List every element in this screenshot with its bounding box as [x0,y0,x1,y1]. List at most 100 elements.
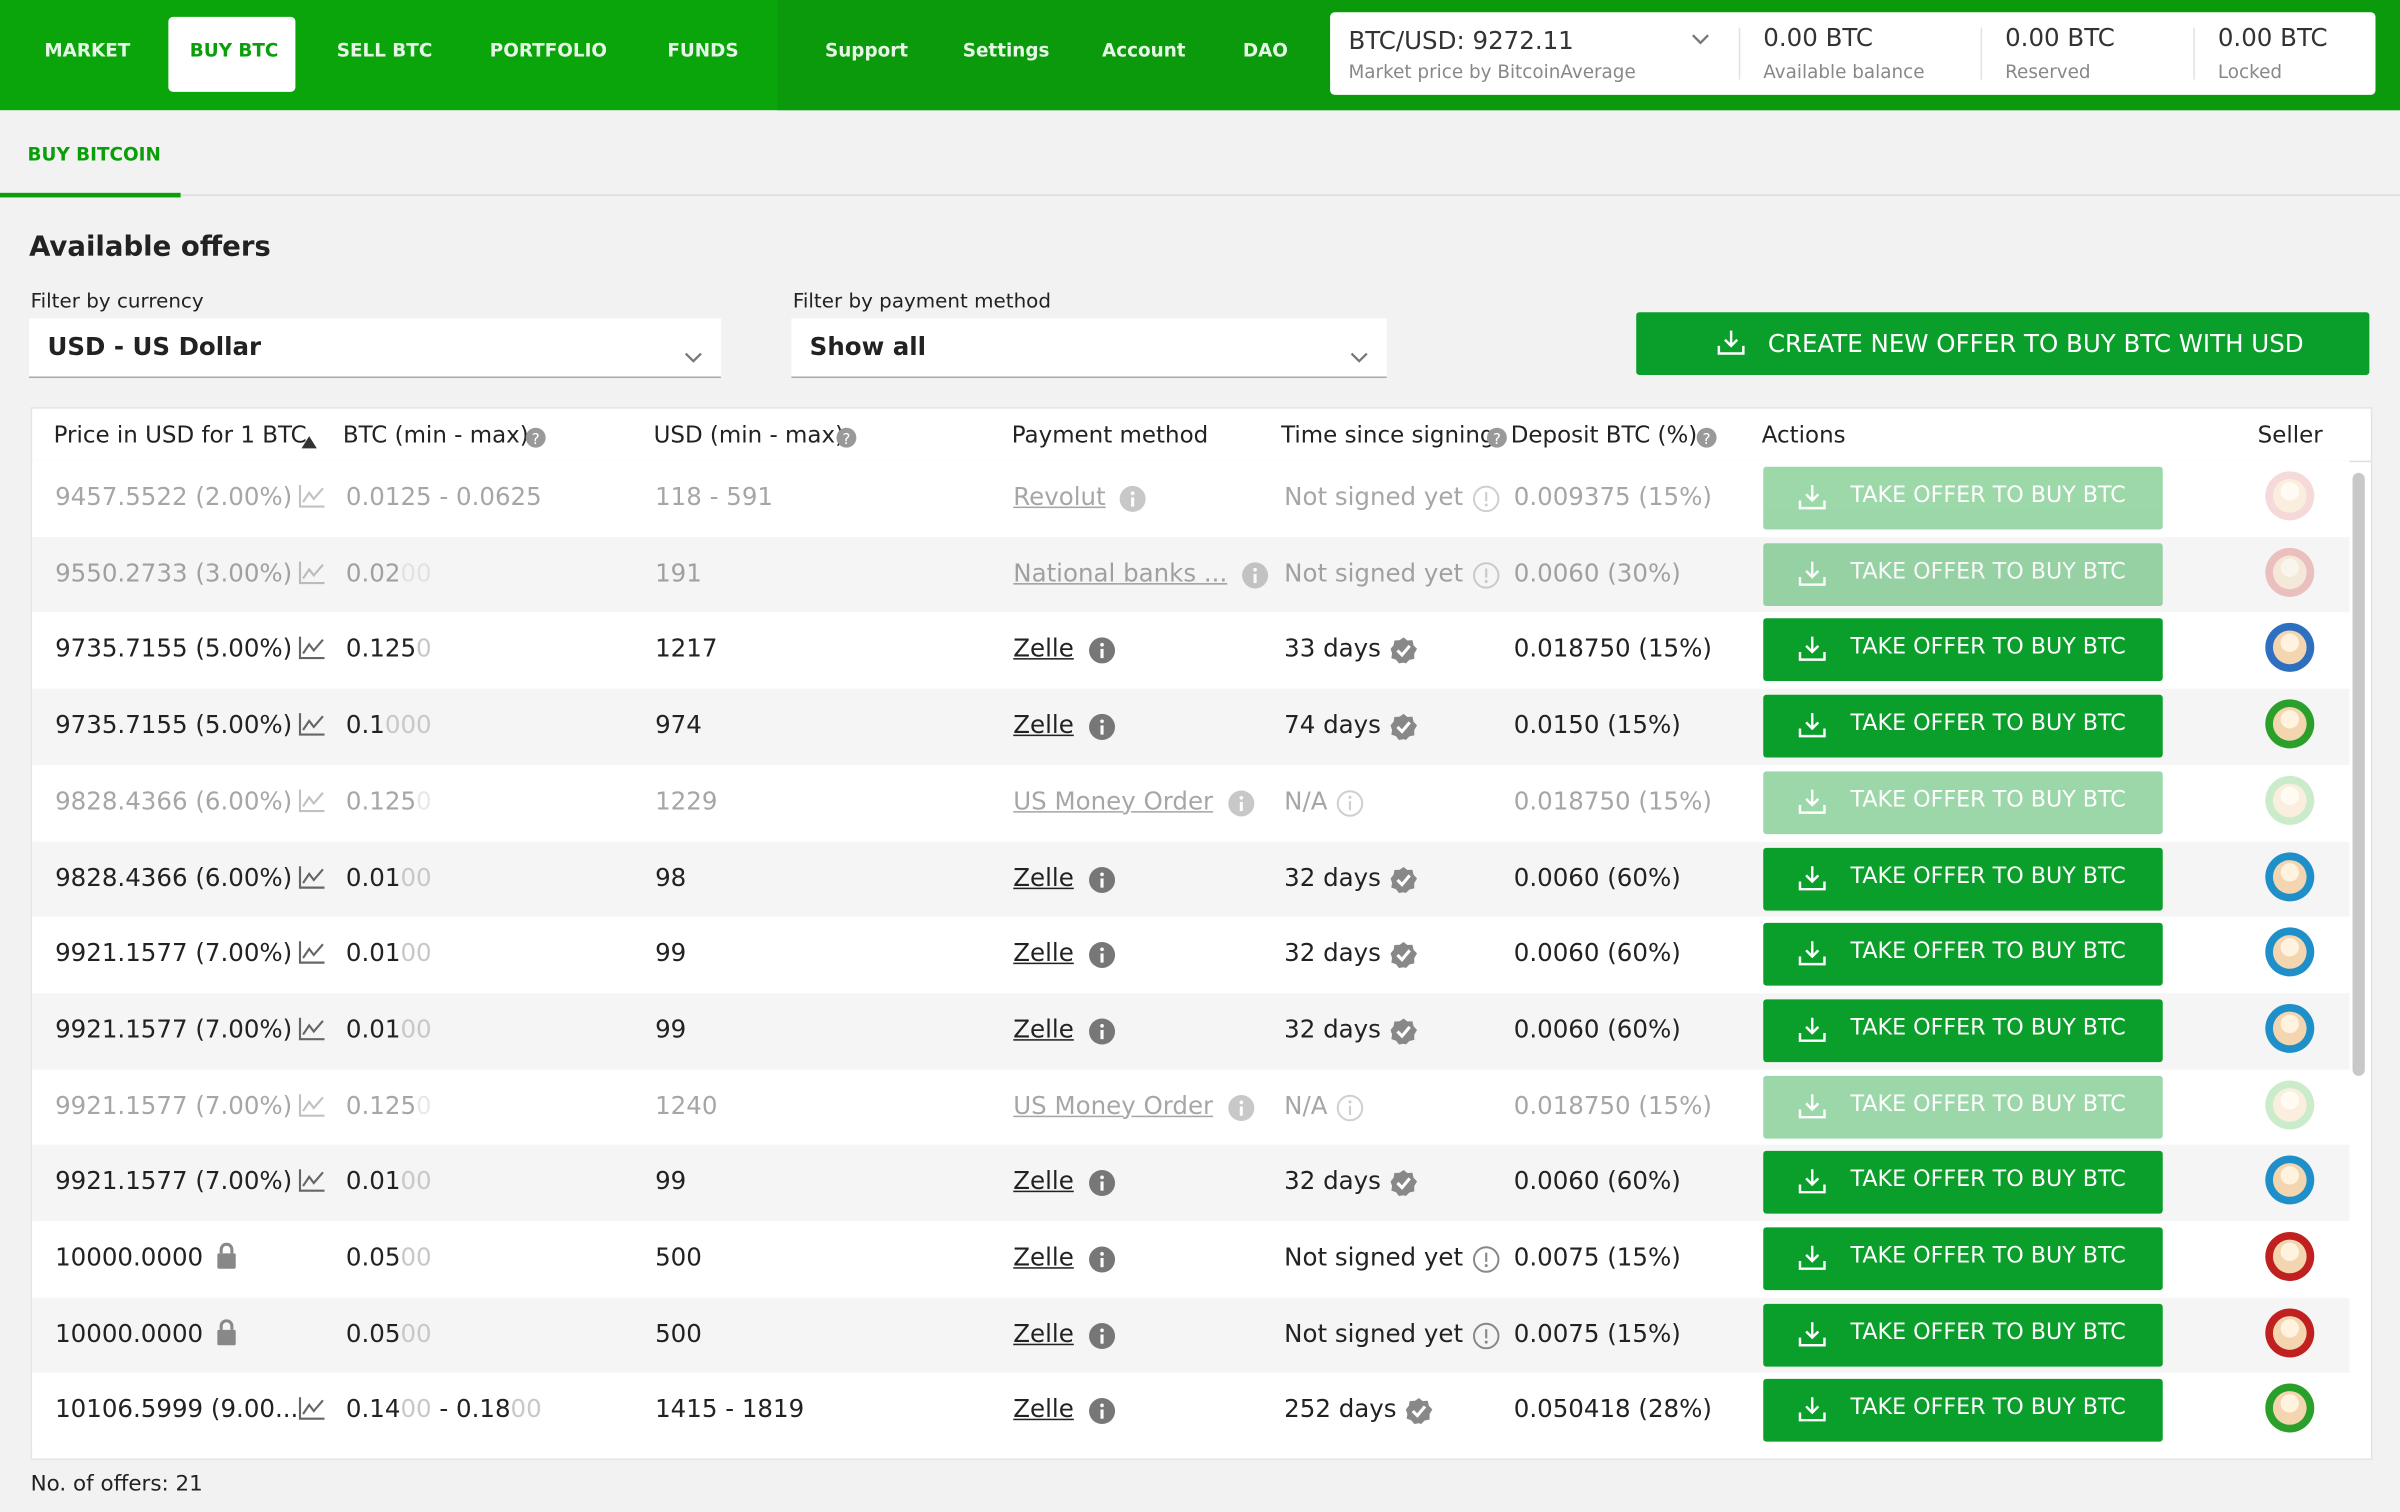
btc-digits: 0.14 [345,1394,401,1424]
take-offer-button[interactable]: TAKE OFFER TO BUY BTC [1763,466,2163,530]
status-icon-svg [1390,714,1418,741]
take-offer-button[interactable]: TAKE OFFER TO BUY BTC [1763,1075,2163,1138]
tab[interactable]: BUY BITCOIN [27,143,161,166]
nav-item[interactable]: SELL BTC [336,39,433,62]
offer-row: 9921.1577 (7.00%) 0.1250 1240 US Money Orde… [32,1069,2350,1146]
seller-avatar[interactable] [2264,774,2316,826]
chart-icon-svg [298,1169,325,1193]
seller-avatar[interactable] [2264,470,2316,522]
offer-row: 9735.7155 (5.00%) 0.1000 974 Zelle 74 days 0.… [32,688,2350,765]
column-header[interactable]: Price in USD for 1 BTC [53,420,307,449]
payment-method[interactable]: Revolut [1013,482,1106,512]
btc-amount: 0.0500 [346,1243,432,1272]
seller-avatar[interactable] [2264,1306,2316,1358]
take-offer-button[interactable]: TAKE OFFER TO BUY BTC [1763,694,2163,758]
nav-item[interactable]: FUNDS [667,39,739,62]
chart-icon-svg [298,561,325,584]
usd-amount: 500 [655,1242,702,1272]
take-offer-label: TAKE OFFER TO BUY BTC [1850,559,2126,585]
btc-dim-digits: 00 [400,862,432,892]
info-icon-svg [1228,1094,1255,1121]
download-icon-svg [1798,789,1826,814]
deposit: 0.0060 (60%) [1513,1166,1681,1196]
seller-avatar[interactable] [2264,698,2316,750]
usd-amount: 99 [655,1166,687,1196]
take-offer-button[interactable]: TAKE OFFER TO BUY BTC [1763,999,2163,1062]
price-pair[interactable]: BTC/USD: 9272.11 [1348,26,1574,56]
nav-item[interactable]: MARKET [44,39,131,62]
btc-amount: 0.1250 [346,786,432,815]
btc-digits: 0.05 [345,1318,401,1348]
chart-icon [298,712,326,740]
seller-avatar[interactable] [2264,622,2316,674]
payment-method[interactable]: Zelle [1013,1318,1074,1348]
dropdown-icon [1692,34,1709,45]
deposit: 0.018750 (15%) [1513,786,1712,816]
scrollbar[interactable] [2352,472,2365,1076]
seller-avatar-svg [2265,1155,2315,1205]
payment-method[interactable]: Zelle [1013,710,1074,740]
filter-select[interactable]: Show all [791,318,1387,379]
filter-select[interactable]: USD - US Dollar [29,318,721,379]
payment-method[interactable]: Zelle [1013,634,1074,664]
take-offer-button[interactable]: TAKE OFFER TO BUY BTC [1763,923,2163,986]
nav-secondary-item[interactable]: Settings [962,39,1050,62]
nav-secondary-item[interactable]: Account [1102,39,1186,62]
payment-method[interactable]: Zelle [1013,1394,1074,1424]
download-icon-svg [1798,1169,1826,1194]
take-offer-button[interactable]: TAKE OFFER TO BUY BTC [1763,542,2163,606]
svg-text:?: ? [842,430,850,448]
payment-method[interactable]: US Money Order [1013,786,1214,816]
payment-method[interactable]: National banks ... [1013,558,1228,588]
payment-method[interactable]: Zelle [1013,1166,1074,1196]
status-icon [1390,1170,1418,1198]
take-offer-button[interactable]: TAKE OFFER TO BUY BTC [1763,1151,2163,1215]
deposit: 0.0060 (30%) [1513,558,1681,588]
info-icon [1228,789,1256,817]
create-offer-button[interactable]: CREATE NEW OFFER TO BUY BTC WITH USD [1636,312,2370,375]
download-icon [1797,864,1828,892]
download-icon [1797,1016,1828,1044]
lock-icon [214,1242,242,1271]
nav-secondary-item[interactable]: DAO [1242,39,1288,62]
heading: Available offers [29,231,271,264]
seller-avatar[interactable] [2264,1383,2316,1435]
take-offer-button[interactable]: TAKE OFFER TO BUY BTC [1763,618,2163,682]
seller-avatar-svg [2265,851,2315,901]
seller-avatar[interactable] [2264,926,2316,978]
take-offer-button[interactable]: TAKE OFFER TO BUY BTC [1763,1227,2163,1291]
chart-icon-svg [298,865,325,888]
deposit: 0.0075 (15%) [1513,1242,1681,1272]
seller-avatar[interactable] [2264,850,2316,902]
payment-method[interactable]: Zelle [1013,862,1074,892]
take-offer-button[interactable]: TAKE OFFER TO BUY BTC [1763,1303,2163,1367]
deposit: 0.050418 (28%) [1513,1394,1712,1424]
payment-method[interactable]: Zelle [1013,1242,1074,1272]
info-icon [1119,485,1147,513]
filter-value: Show all [809,332,927,362]
nav-item[interactable]: BUY BTC [189,39,279,62]
payment-method[interactable]: Zelle [1013,938,1074,968]
balance-value: 0.00 BTC [2005,22,2115,53]
nav-item[interactable]: PORTFOLIO [489,39,608,62]
status-icon [1390,865,1418,893]
take-offer-button[interactable]: TAKE OFFER TO BUY BTC [1763,1379,2163,1443]
seller-avatar[interactable] [2264,546,2316,598]
seller-avatar[interactable] [2264,1230,2316,1282]
payment-method[interactable]: US Money Order [1013,1090,1214,1120]
dropdown-icon [684,341,702,363]
nav-secondary-item[interactable]: Support [824,39,909,62]
seller-avatar[interactable] [2264,1078,2316,1130]
price: 9921.1577 (7.00%) [55,938,293,968]
time-since-signing: Not signed yet [1284,1242,1464,1272]
lock-icon-svg [217,1318,236,1345]
row-content: 9735.7155 (5.00%) 0.1250 1217 Zelle 33 days 0… [32,613,2349,689]
take-offer-button[interactable]: TAKE OFFER TO BUY BTC [1763,847,2163,910]
payment-method[interactable]: Zelle [1013,1014,1074,1044]
help-icon: ? [525,425,546,448]
seller-avatar[interactable] [2264,1002,2316,1054]
take-offer-button[interactable]: TAKE OFFER TO BUY BTC [1763,771,2163,834]
download-icon-svg [1798,1017,1826,1042]
seller-avatar[interactable] [2264,1154,2316,1206]
status-icon [1472,1322,1500,1350]
